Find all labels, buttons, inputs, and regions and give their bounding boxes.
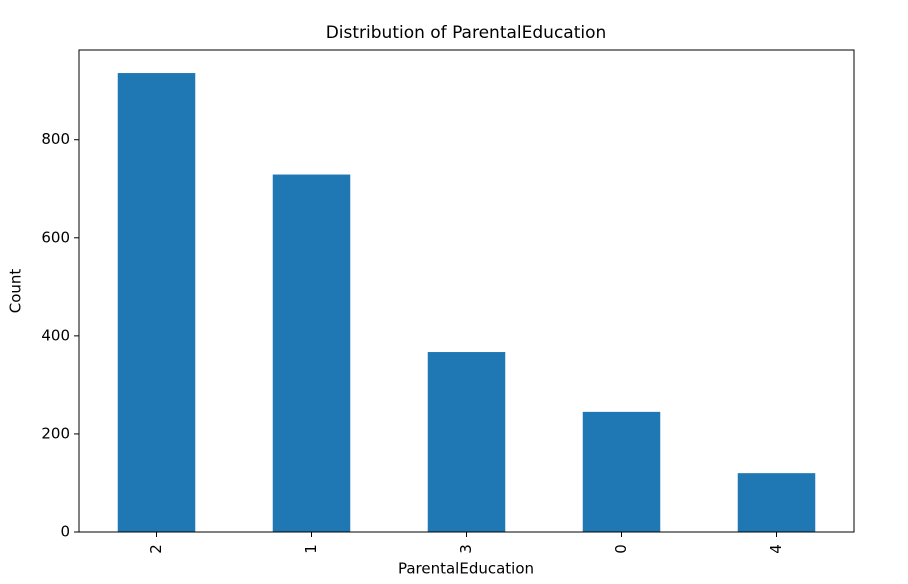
bar [737,473,816,532]
x-tick-label: 0 [612,544,630,554]
x-axis-label: ParentalEducation [398,560,534,578]
y-tick-label: 0 [60,523,70,541]
y-tick-label: 200 [41,424,70,442]
chart-title: Distribution of ParentalEducation [326,23,607,43]
x-tick-label: 4 [767,544,785,554]
y-tick-label: 600 [41,228,70,246]
x-tick-label: 2 [147,544,165,554]
bar [427,352,506,532]
x-tick-label: 1 [302,544,320,554]
x-tick-label: 3 [457,544,475,554]
bar [272,174,351,532]
bar [582,411,661,532]
bar [117,73,196,532]
plot-area: 0 200 400 600 800 2 1 3 0 4 [41,73,816,554]
axes-frame [78,49,855,533]
y-axis-label: Count [7,269,25,314]
y-tick-label: 400 [41,326,70,344]
y-tick-label: 800 [41,130,70,148]
